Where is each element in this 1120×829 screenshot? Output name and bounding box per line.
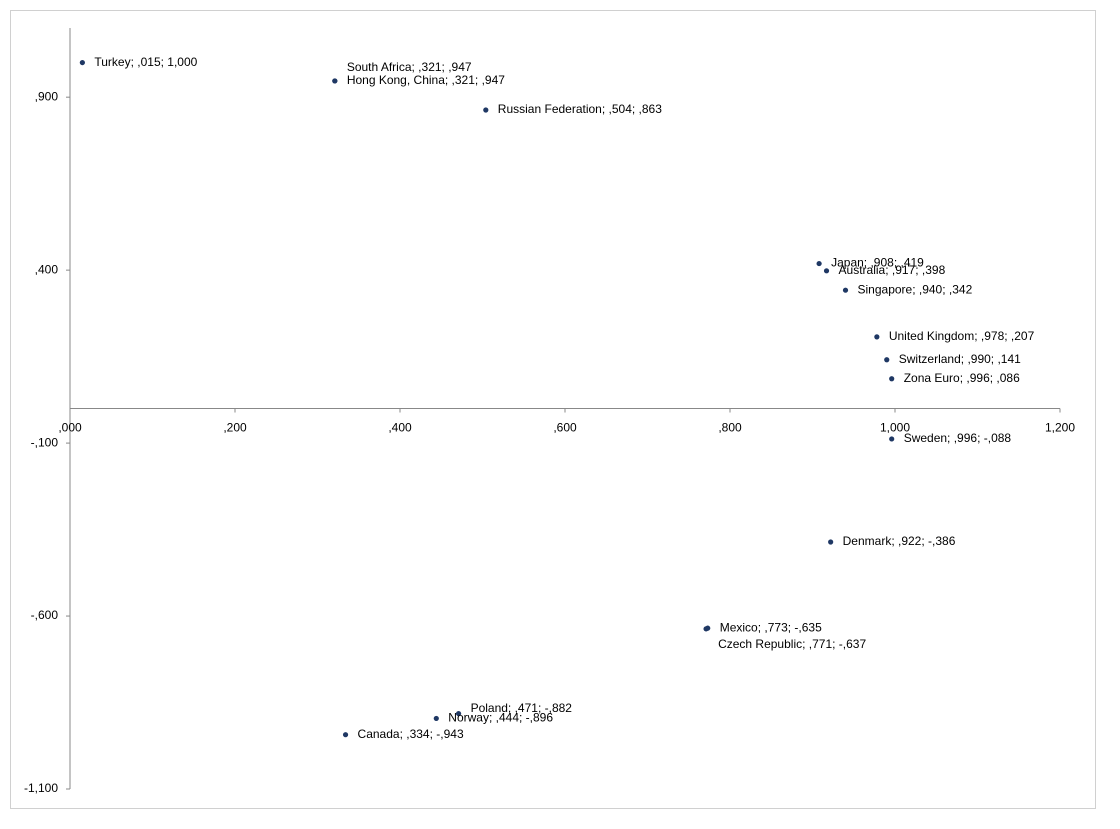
y-tick-label: -1,100 xyxy=(24,781,58,795)
x-tick-label: ,400 xyxy=(388,421,412,435)
point xyxy=(828,539,834,545)
x-tick-label: ,000 xyxy=(58,421,82,435)
point-label: Poland; ,471; -,882 xyxy=(471,701,573,715)
point xyxy=(455,710,462,717)
point-label: Canada; ,334; -,943 xyxy=(358,727,464,741)
point-label: Japan; ,908; ,419 xyxy=(831,256,924,270)
point xyxy=(842,287,849,293)
point-label: Russian Federation; ,504; ,863 xyxy=(498,102,662,116)
point xyxy=(816,260,822,267)
point-label: Denmark; ,922; -,386 xyxy=(843,534,956,548)
point-label: South Africa; ,321; ,947 xyxy=(347,60,472,74)
x-tick-label: ,800 xyxy=(718,421,742,435)
point-label: Singapore; ,940; ,342 xyxy=(858,282,973,296)
point xyxy=(889,436,895,442)
point-label: United Kingdom; ,978; ,207 xyxy=(889,329,1035,343)
chart-frame xyxy=(10,10,1096,809)
point xyxy=(332,78,338,84)
x-tick-label: 1,200 xyxy=(1045,421,1075,435)
y-tick-label: -,100 xyxy=(31,435,59,449)
point xyxy=(79,59,85,66)
point-label: Hong Kong, China; ,321; ,947 xyxy=(347,73,505,87)
point-label: Australia; ,917; ,398 xyxy=(839,263,946,277)
x-tick-label: ,600 xyxy=(553,421,577,435)
y-tick-label: ,400 xyxy=(35,262,59,276)
point-label: Switzerland; ,990; ,141 xyxy=(899,352,1021,366)
point xyxy=(342,732,349,738)
point-label: Norway; ,444; -,896 xyxy=(448,711,553,725)
x-tick-label: 1,000 xyxy=(880,421,910,435)
point-label: Turkey; ,015; 1,000 xyxy=(94,55,197,69)
point-label: Czech Republic; ,771; -,637 xyxy=(718,637,866,651)
point xyxy=(884,357,890,363)
point xyxy=(483,107,489,113)
y-tick-label: -,600 xyxy=(31,608,59,622)
point xyxy=(433,715,439,722)
y-tick-label: ,900 xyxy=(35,89,59,103)
point-label: Mexico; ,773; -,635 xyxy=(720,620,822,634)
point xyxy=(823,268,830,274)
point-label: Sweden; ,996; -,088 xyxy=(904,431,1012,445)
point xyxy=(874,334,880,340)
point xyxy=(889,376,895,382)
point xyxy=(703,626,709,632)
point-label: Zona Euro; ,996; ,086 xyxy=(904,371,1020,385)
x-tick-label: ,200 xyxy=(223,421,247,435)
